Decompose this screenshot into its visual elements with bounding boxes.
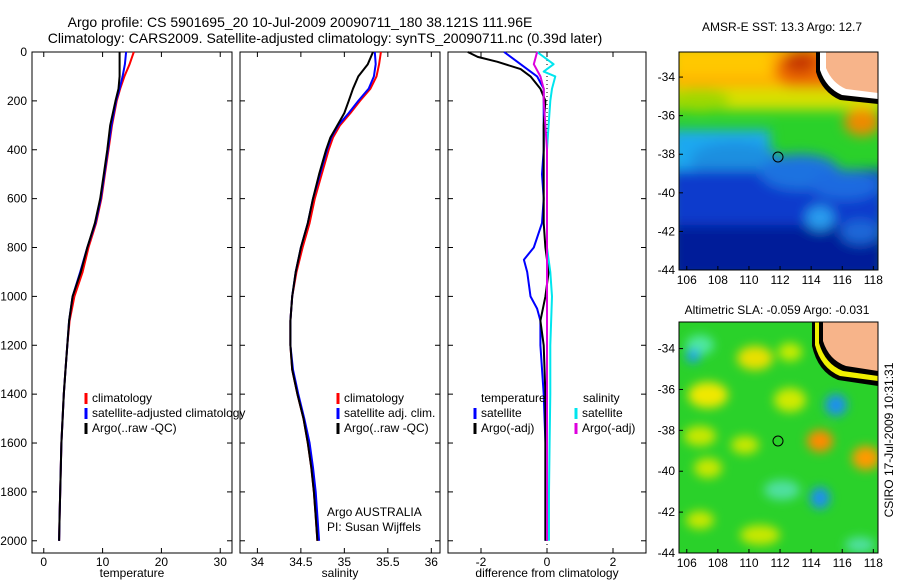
sst-map-xtick-label: 110 (739, 273, 758, 287)
difference-legend-sal-argo-label: Argo(-adj) (582, 421, 635, 435)
depth-tick-label: 1800 (0, 485, 27, 499)
float-pi-label: PI: Susan Wijffels (327, 520, 421, 534)
salinity-xtick-label: 36 (425, 555, 439, 569)
salinity-series-satellite-adj-clim- (289, 51, 377, 541)
depth-tick-label: 800 (7, 241, 27, 255)
sla-map-ytick-label: -38 (658, 423, 676, 437)
salinity-series-climatology (289, 51, 382, 541)
difference-legend-header-temperature: temperature (481, 391, 546, 405)
sla-map-axes: 106 108 110 112 114 116 118 -34 -36 -38 -40 -42 -44 (658, 342, 884, 570)
salinity-legend-item-label: Argo(..raw -QC) (344, 421, 429, 435)
sst-map-axes: 106 108 110 112 114 116 118 -34 -36 -38 -40 -42 -44 (658, 70, 884, 287)
temperature-axes-frame (31, 51, 233, 554)
sla-map-title: Altimetric SLA: -0.059 Argo: -0.031 (685, 303, 870, 317)
sla-map-ytick-label: -44 (658, 546, 676, 560)
sla-map-xtick-label: 106 (677, 556, 697, 570)
salinity-legend-item-label: climatology (344, 391, 404, 405)
sla-map-ytick-label: -36 (658, 382, 676, 396)
difference-xtick-label: -2 (476, 555, 487, 569)
depth-tick-label: 200 (7, 94, 27, 108)
difference-series-temperature-satellite (503, 51, 547, 541)
figure-title-line1: Argo profile: CS 5901695_20 10-Jul-2009 … (68, 14, 533, 30)
difference-legend-temp-argo-label: Argo(-adj) (481, 421, 534, 435)
depth-tick-label: 400 (7, 143, 27, 157)
salinity-series-argo-raw-qc- (289, 51, 374, 541)
temperature-legend-item-label: Argo(..raw -QC) (92, 421, 177, 435)
difference-legend-temp-satellite-label: satellite (481, 406, 522, 420)
temperature-legend-item-label: satellite-adjusted climatology (92, 406, 245, 420)
depth-tick-label: 600 (7, 192, 27, 206)
depth-tick-label: 1400 (0, 387, 27, 401)
sla-map-xtick-label: 118 (864, 556, 883, 570)
sst-map-ytick-label: -44 (658, 263, 676, 277)
temperature-xtick-label: 10 (96, 555, 110, 569)
temperature-legend-item-label: climatology (92, 391, 152, 405)
sla-land (812, 322, 878, 386)
temperature-xtick-label: 20 (155, 555, 169, 569)
salinity-axes-frame (239, 51, 441, 554)
sst-map-ytick-label: -36 (658, 109, 676, 123)
salinity-legend-item-label: satellite adj. clim. (344, 406, 435, 420)
sla-map-ytick-label: -34 (658, 342, 676, 356)
sst-map-xtick-label: 116 (833, 273, 852, 287)
sst-map-xtick-label: 112 (770, 273, 789, 287)
timestamp-note: CSIRO 17-Jul-2009 10:31:31 (882, 362, 896, 517)
salinity-panel: 34 34.5 35 35.5 36 salinity climatologysatelli… (239, 51, 441, 580)
sst-map-panel: AMSR-E SST: 13.3 Argo: 12.7 (658, 20, 884, 287)
sst-map-ytick-label: -42 (658, 224, 676, 238)
difference-xtick-label: 2 (610, 555, 617, 569)
temperature-xtick-label: 0 (40, 555, 47, 569)
temperature-series-argo-raw-qc- (58, 52, 121, 541)
salinity-xlabel: salinity (322, 566, 359, 580)
difference-legend-sal-satellite-label: satellite (582, 406, 623, 420)
sla-map-frame (678, 321, 879, 554)
sla-map-ytick-label: -42 (658, 505, 676, 519)
temperature-panel: 0 10 20 30 0 200 400 600 800 1000 1200 1400 1600 1800… (0, 45, 245, 580)
sla-map-ytick-label: -40 (658, 464, 676, 478)
difference-xlabel: difference from climatology (475, 566, 618, 580)
temperature-xlabel: temperature (100, 566, 165, 580)
salinity-xtick-label: 34.5 (289, 555, 313, 569)
sla-map-xtick-label: 112 (770, 556, 789, 570)
sla-map-xtick-label: 108 (708, 556, 728, 570)
difference-xtick-label: 0 (544, 555, 551, 569)
salinity-xtick-label: 35.5 (376, 555, 400, 569)
sst-map-ytick-label: -40 (658, 186, 676, 200)
sla-map-xtick-label: 116 (833, 556, 852, 570)
depth-tick-label: 0 (20, 45, 27, 59)
difference-series-salinity-argo-adj- (532, 51, 548, 541)
sla-map-xtick-label: 114 (802, 556, 821, 570)
sst-map-title: AMSR-E SST: 13.3 Argo: 12.7 (702, 20, 862, 34)
figure-title-line2: Climatology: CARS2009. Satellite-adjuste… (48, 30, 603, 46)
depth-tick-label: 1600 (0, 436, 27, 450)
temperature-series-satellite-adjusted-climatology (58, 51, 128, 541)
sla-map-panel: Altimetric SLA: -0.059 Argo: -0.031 (658, 303, 884, 570)
depth-tick-label: 1000 (0, 289, 27, 303)
sst-field (679, 52, 878, 270)
sst-map-xtick-label: 118 (864, 273, 883, 287)
sst-map-xtick-label: 106 (677, 273, 697, 287)
sst-profile-marker (772, 151, 784, 163)
sst-map-ytick-label: -38 (658, 147, 676, 161)
sla-field (679, 322, 878, 553)
temperature-series-climatology (58, 51, 135, 541)
sst-land (816, 52, 878, 104)
depth-tick-label: 1200 (0, 338, 27, 352)
salinity-xtick-label: 35 (338, 555, 352, 569)
sla-map-xtick-label: 110 (739, 556, 758, 570)
temperature-xtick-label: 30 (214, 555, 228, 569)
difference-legend-header-salinity: salinity (583, 391, 620, 405)
difference-series-temperature-argo-adj- (467, 51, 550, 541)
float-program-label: Argo AUSTRALIA (327, 505, 422, 519)
sst-map-xtick-label: 108 (708, 273, 728, 287)
depth-tick-label: 2000 (0, 534, 27, 548)
sla-profile-marker (772, 435, 784, 447)
salinity-xtick-label: 34 (251, 555, 265, 569)
sst-map-xtick-label: 114 (802, 273, 821, 287)
sst-map-ytick-label: -34 (658, 70, 676, 84)
sst-map-frame (678, 51, 879, 271)
